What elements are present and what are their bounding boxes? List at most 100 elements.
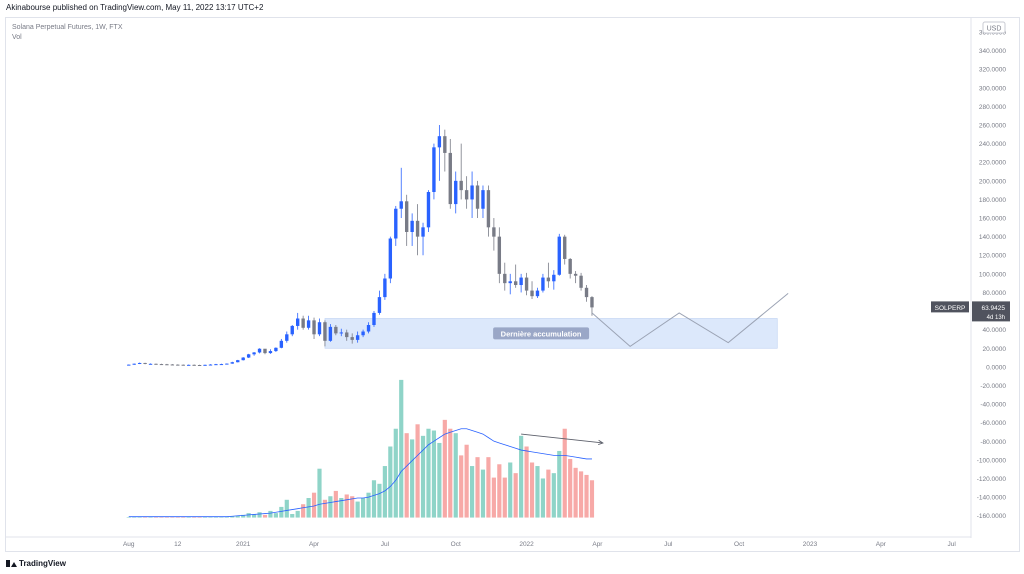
candle-body [524, 277, 529, 291]
x-tick-label: Jul [947, 541, 956, 548]
candle-body [568, 258, 572, 274]
volume-bar [137, 517, 142, 518]
y-tick-label: -100.0000 [977, 457, 1007, 464]
candle-body [573, 273, 578, 276]
volume-bar [246, 513, 251, 518]
y-tick-label: 20.0000 [983, 346, 1007, 353]
volume-bar [262, 514, 268, 518]
candle-body [230, 362, 234, 364]
volume-bar [519, 435, 524, 518]
volume-bar [132, 517, 137, 518]
y-tick-label: -40.0000 [980, 402, 1006, 409]
candle-body [355, 335, 360, 340]
volume-bar [224, 516, 229, 518]
candle-body [137, 362, 142, 364]
chart-canvas[interactable]: Dernière accumulation 360.0000340.000032… [6, 18, 1019, 551]
candle-body [454, 180, 458, 205]
volume-bars [126, 379, 595, 518]
volume-bar [284, 499, 289, 518]
volume-bar [475, 457, 480, 518]
y-tick-label: 140.0000 [979, 234, 1006, 241]
tradingview-logo[interactable]: TradingView [6, 559, 66, 568]
drawings [521, 292, 789, 446]
volume-bar [360, 498, 366, 518]
candle-body [584, 287, 589, 298]
volume-bar [230, 516, 235, 518]
candle-body [443, 136, 447, 153]
candle-body [377, 297, 382, 313]
candle-body [317, 322, 322, 335]
candle-body [296, 318, 300, 326]
x-tick-label: 2022 [519, 541, 534, 548]
volume-bar [377, 483, 382, 518]
volume-bar [437, 442, 442, 518]
x-tick-label: Jul [381, 541, 390, 548]
volume-ma [128, 428, 592, 518]
y-tick-label: 340.0000 [979, 48, 1006, 55]
volume-bar [459, 455, 464, 518]
candle-body [268, 351, 273, 354]
candle-body [394, 208, 398, 239]
y-tick-label: 320.0000 [979, 67, 1006, 74]
candle-body [285, 334, 289, 341]
candle-body [519, 277, 523, 286]
candle-body [246, 354, 251, 358]
candle-body [127, 364, 131, 366]
volume-bar [181, 517, 186, 518]
x-tick-label: 2021 [236, 541, 251, 548]
volume-bar [448, 428, 453, 518]
candle-body [372, 312, 376, 326]
legend-vol: Vol [12, 34, 22, 41]
footer-bar: TradingView [0, 554, 1024, 574]
volume-bar [208, 517, 213, 518]
accumulation-zone: Dernière accumulation [324, 318, 778, 349]
tradingview-icon [6, 560, 17, 567]
candle-body [399, 201, 403, 209]
candle-body [361, 331, 365, 336]
candle-body [410, 220, 414, 232]
volume-bar [508, 462, 513, 518]
candle-body [426, 191, 431, 228]
candle-body [345, 332, 349, 338]
volume-bar [333, 490, 338, 518]
volume-bar [420, 435, 426, 518]
volume-bar [513, 473, 518, 518]
candle-body [388, 238, 393, 279]
currency-badge[interactable]: USD [982, 21, 1006, 34]
tradingview-logo-text: TradingView [19, 559, 66, 568]
candle-body [421, 227, 425, 237]
zone-label-bg [493, 327, 590, 340]
candle-body [143, 362, 147, 364]
volume-bar [415, 424, 420, 518]
volume-bar [197, 517, 202, 518]
volume-bar [453, 433, 458, 518]
volume-bar [366, 492, 371, 518]
volume-bar [464, 444, 469, 518]
candle-body [312, 320, 316, 335]
volume-bar [202, 517, 208, 518]
x-tick-label: Apr [592, 541, 603, 548]
y-tick-label: -60.0000 [980, 420, 1006, 427]
candle-body [470, 185, 474, 200]
volume-trend-arrowhead [598, 439, 604, 446]
volume-bar [540, 478, 546, 518]
y-tick-label: 180.0000 [979, 197, 1006, 204]
volume-bar [322, 499, 328, 518]
chart-frame[interactable]: Dernière accumulation 360.0000340.000032… [5, 17, 1020, 552]
candle-body [263, 348, 267, 354]
y-tick-label: 280.0000 [979, 104, 1006, 111]
candle-body [404, 201, 409, 232]
volume-bar [192, 517, 197, 518]
volume-bar [557, 450, 562, 518]
candle-body [366, 325, 371, 332]
volume-bar [546, 469, 551, 518]
volume-bar [186, 517, 191, 518]
candle-body [192, 364, 196, 366]
candle-body [323, 322, 327, 341]
volume-bar [164, 517, 169, 518]
volume-bar [573, 467, 578, 518]
candle-body [486, 190, 491, 228]
volume-bar [442, 419, 447, 518]
price-tag-value-bg [972, 301, 1010, 322]
candle-body [214, 364, 218, 366]
